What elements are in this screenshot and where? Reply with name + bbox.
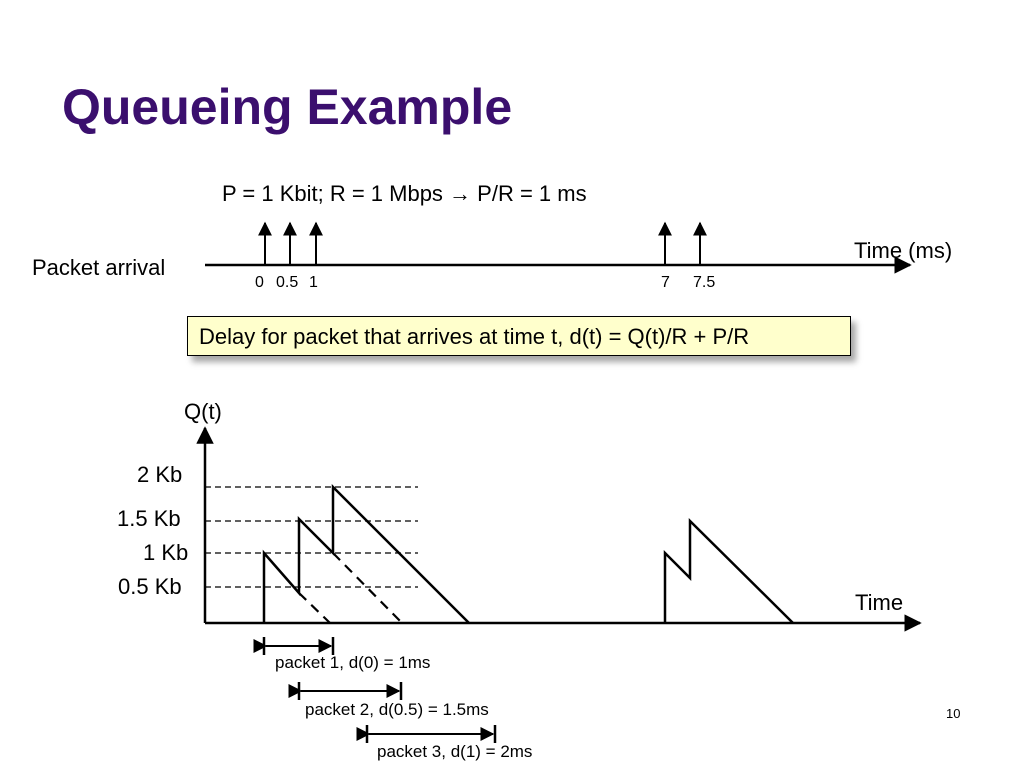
queue-plot: [196, 426, 922, 632]
delay-bars: [253, 637, 497, 743]
q-level-label: 1.5 Kb: [117, 506, 181, 531]
drain-line-packet-1: [298, 592, 331, 624]
arrival-timeline: [205, 221, 912, 274]
formula-prefix: P = 1 Kbit; R = 1 Mbps: [222, 181, 450, 206]
q-level-label: 2 Kb: [137, 462, 183, 487]
packet-arrival-label: Packet arrival: [32, 255, 166, 280]
formula: P = 1 Kbit; R = 1 Mbps → P/R = 1 ms: [222, 181, 587, 207]
arrival-tick-label: 1: [309, 274, 318, 291]
q-level-label: 0.5 Kb: [118, 574, 182, 599]
drain-line-packet-2: [332, 552, 403, 624]
arrival-tick-label: 7.5: [693, 274, 716, 291]
packet-delay-label: packet 1, d(0) = 1ms: [275, 653, 431, 672]
formula-suffix: P/R = 1 ms: [471, 181, 587, 206]
queue-curve-burst-1: [262, 483, 470, 624]
page-number: 10: [946, 706, 961, 721]
delay-formula-box: Delay for packet that arrives at time t,…: [187, 316, 851, 356]
arrival-tick-label: 0: [255, 274, 264, 291]
slide-title: Queueing Example: [62, 79, 513, 135]
q-axis-label: Q(t): [184, 399, 222, 424]
arrow-right-icon: →: [449, 181, 472, 206]
arrival-tick-label: 7: [661, 274, 670, 291]
packet-delay-label: packet 2, d(0.5) = 1.5ms: [305, 700, 489, 719]
packet-delay-label: packet 3, d(1) = 2ms: [377, 742, 533, 761]
arrival-tick-label: 0.5: [276, 274, 299, 291]
time-axis-label: Time: [855, 590, 904, 615]
queue-curve-burst-2: [663, 518, 794, 624]
q-level-label: 1 Kb: [143, 540, 189, 565]
